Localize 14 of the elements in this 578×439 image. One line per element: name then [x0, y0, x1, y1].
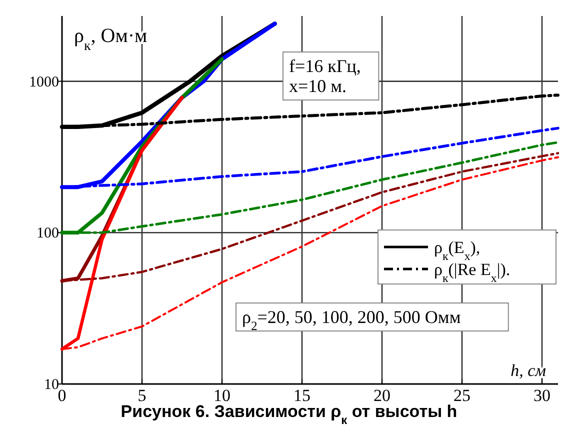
- x-tick-label: 30: [534, 386, 550, 405]
- x-tick-label: 20: [374, 386, 390, 405]
- x-tick-label: 5: [138, 386, 146, 405]
- text: Рисунок 6. Зависимости ρ$_{к}$ от высоты h: [120, 402, 458, 427]
- x-tick-label: 0: [58, 386, 66, 405]
- x-tick-label: 25: [454, 386, 470, 405]
- annotation: f=16 кГц, x=10 м.: [289, 56, 361, 96]
- y-tick-label: 1000: [29, 74, 59, 90]
- x-tick-label: 10: [214, 386, 230, 405]
- legend-label: ρ$_{к}$(|Re E$_{x}$|).: [434, 260, 510, 285]
- annotation: ρ$_{2}$=20, 50, 100, 200, 500 Омм: [242, 307, 461, 333]
- x-tick-label: 15: [294, 386, 310, 405]
- legend-label: ρ$_{к}$(E$_{x}$),: [434, 238, 480, 263]
- y-tick-label: 100: [36, 226, 59, 242]
